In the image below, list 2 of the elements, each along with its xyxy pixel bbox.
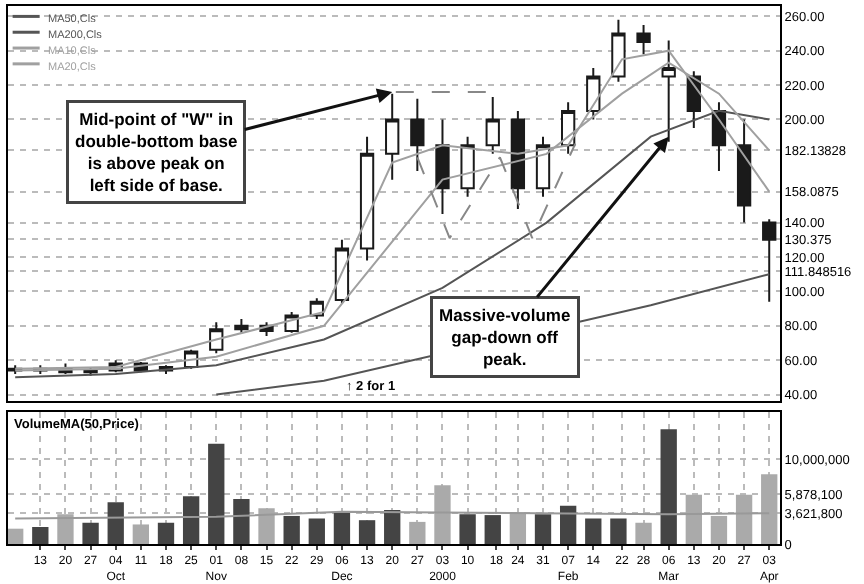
annotation: Massive-volume gap-down off peak. [439,305,571,370]
annotation: Mid-point of "W" in double-bottom base is above peak on left side of base. [75,109,238,196]
